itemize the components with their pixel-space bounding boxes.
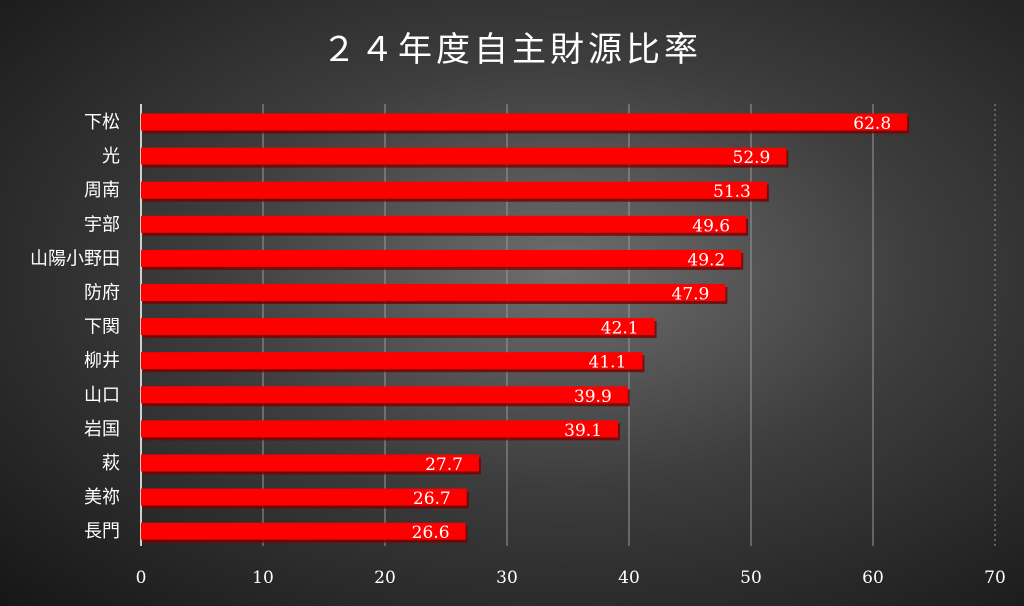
x-tick-label: 70 <box>984 568 1006 588</box>
bar <box>141 522 466 540</box>
bar <box>141 352 643 370</box>
bar <box>141 488 467 506</box>
data-label: 47.9 <box>672 285 710 305</box>
category-label: 美祢 <box>84 487 120 508</box>
x-tick-label: 0 <box>136 568 147 588</box>
x-tick-label: 20 <box>374 568 396 588</box>
data-label: 26.7 <box>413 489 451 509</box>
category-label: 山口 <box>84 385 120 406</box>
category-label: 長門 <box>84 521 120 542</box>
bar <box>141 386 628 404</box>
x-tick-label: 10 <box>252 568 274 588</box>
data-label: 51.3 <box>713 182 751 202</box>
category-label: 柳井 <box>84 351 120 372</box>
bar <box>141 284 726 301</box>
bar <box>141 215 747 233</box>
chart-title: ２４年度自主財源比率 <box>322 30 702 70</box>
category-label: 防府 <box>84 283 120 304</box>
category-label: 岩国 <box>84 419 120 440</box>
data-label: 41.1 <box>589 353 627 373</box>
data-label: 42.1 <box>601 319 639 339</box>
category-label: 光 <box>102 146 120 167</box>
data-label: 49.6 <box>692 216 730 236</box>
x-tick-label: 60 <box>862 568 884 588</box>
bar <box>141 249 742 267</box>
x-tick-label: 50 <box>740 568 762 588</box>
x-tick-label: 30 <box>496 568 518 588</box>
category-label: 宇部 <box>84 214 120 235</box>
category-label: 周南 <box>84 180 120 201</box>
bar <box>141 147 787 165</box>
category-label: 下関 <box>84 317 120 338</box>
data-label: 49.2 <box>687 250 725 270</box>
bar <box>141 181 767 199</box>
data-label: 26.6 <box>412 523 450 543</box>
data-label: 62.8 <box>853 114 891 134</box>
bar <box>141 113 908 131</box>
category-label: 山陽小野田 <box>30 248 120 269</box>
bar <box>141 318 655 336</box>
data-label: 39.1 <box>564 421 602 441</box>
bar <box>141 420 619 438</box>
data-label: 52.9 <box>733 148 771 168</box>
data-label: 27.7 <box>425 455 463 475</box>
category-label: 萩 <box>102 453 120 474</box>
bar <box>141 454 479 472</box>
data-label: 39.9 <box>574 387 612 407</box>
x-tick-label: 40 <box>618 568 640 588</box>
category-label: 下松 <box>84 112 120 133</box>
